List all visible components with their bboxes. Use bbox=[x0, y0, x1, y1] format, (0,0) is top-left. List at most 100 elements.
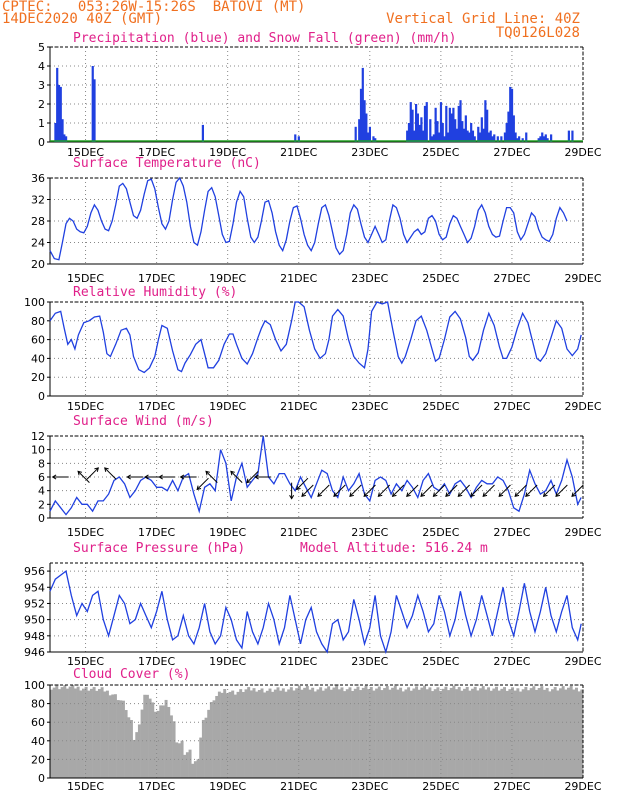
cloud-bar bbox=[52, 687, 56, 778]
cloud-bar bbox=[505, 690, 509, 778]
cloud-bar bbox=[50, 689, 53, 778]
cloud-bar bbox=[324, 688, 328, 778]
wind-arrow-shaft bbox=[317, 484, 330, 497]
cloud-bar bbox=[289, 687, 293, 778]
precip-bar bbox=[359, 88, 363, 142]
precip-bar bbox=[358, 119, 361, 142]
wind-arrow bbox=[301, 484, 314, 498]
wind-arrow-head bbox=[571, 492, 577, 498]
precip-bar bbox=[516, 138, 519, 142]
cloud-bar bbox=[375, 688, 379, 778]
cloud-bar bbox=[415, 686, 419, 778]
cloud-bar bbox=[567, 687, 570, 778]
precip-bar bbox=[537, 138, 540, 142]
precip-bar bbox=[542, 136, 546, 142]
cloud-bar bbox=[191, 763, 195, 778]
wind-arrow-head bbox=[246, 478, 251, 484]
precip-bar bbox=[441, 123, 444, 142]
x-tick-label: 19DEC bbox=[209, 526, 246, 539]
cloud-bar bbox=[199, 737, 203, 778]
cloud-bar bbox=[135, 732, 139, 778]
precip-bar bbox=[484, 100, 487, 142]
cloud-bar bbox=[252, 688, 256, 778]
y-tick-label: 1 bbox=[38, 117, 45, 130]
cloud-bar bbox=[151, 702, 155, 778]
cloud-bar bbox=[369, 687, 373, 778]
x-tick-label: 29DEC bbox=[564, 400, 601, 413]
x-tick-label: 15DEC bbox=[67, 526, 104, 539]
precip-bar bbox=[518, 136, 521, 142]
y-tick-label: 6 bbox=[38, 471, 45, 484]
wind-arrow-head bbox=[482, 492, 488, 498]
wind-arrow-shaft bbox=[196, 477, 209, 490]
precip-bar bbox=[434, 107, 437, 142]
wind-arrow bbox=[104, 467, 117, 480]
cloud-bar bbox=[297, 686, 301, 778]
wind-arrow-shaft bbox=[378, 484, 391, 497]
cloud-bar bbox=[561, 686, 565, 778]
cloud-bar bbox=[401, 691, 405, 778]
cloud-bar bbox=[495, 686, 499, 778]
precip-bar bbox=[452, 107, 455, 142]
y-tick-label: 20 bbox=[31, 753, 45, 766]
precip-bar bbox=[510, 88, 514, 142]
precip-bar bbox=[459, 100, 462, 142]
x-tick-label: 19DEC bbox=[209, 780, 246, 793]
cloud-bar bbox=[164, 699, 168, 778]
precip-bar bbox=[450, 113, 453, 142]
cloud-bar bbox=[153, 711, 157, 778]
precip-bar bbox=[539, 136, 542, 142]
wind-arrow-shaft bbox=[333, 484, 346, 497]
cloud-bar bbox=[63, 685, 67, 778]
precip-bar bbox=[496, 136, 499, 142]
y-tick-label: 948 bbox=[24, 630, 45, 643]
cloud-bar bbox=[129, 720, 133, 778]
cloud-bar bbox=[548, 691, 552, 778]
wind-arrow bbox=[571, 484, 584, 498]
cloud-bar bbox=[119, 700, 123, 778]
cloud-bar bbox=[433, 689, 437, 778]
precip-bar bbox=[464, 115, 467, 142]
chart-panel-5: Cloud Cover (%) 0 20 40 60 80 100 15DEC 17DEC 19D… bbox=[24, 667, 602, 793]
cloud-bar bbox=[468, 690, 472, 778]
cloud-bar bbox=[449, 687, 453, 778]
header-date: 14DEC2020 40Z (GMT) bbox=[2, 11, 163, 27]
wind-arrow-shaft bbox=[498, 484, 511, 497]
cloud-bar bbox=[460, 690, 464, 778]
precip-bar bbox=[473, 136, 476, 142]
wind-arrow-shaft bbox=[246, 470, 259, 484]
cloud-bar bbox=[215, 695, 219, 778]
cloud-bar bbox=[111, 694, 115, 778]
cloud-bar bbox=[484, 689, 488, 778]
cloud-bar bbox=[175, 742, 179, 778]
precip-bar bbox=[466, 130, 469, 142]
cloud-bar bbox=[185, 752, 189, 778]
cloud-bar bbox=[420, 687, 424, 778]
wind-arrow-head bbox=[179, 474, 185, 480]
wind-arrow-head bbox=[77, 470, 83, 476]
wind-arrow-shaft bbox=[555, 484, 568, 497]
wind-arrow bbox=[333, 484, 346, 498]
precip-bar bbox=[525, 132, 528, 142]
cloud-bar bbox=[553, 687, 557, 778]
x-tick-label: 27DEC bbox=[493, 400, 530, 413]
precip-bar bbox=[64, 136, 68, 142]
wind-arrow-head bbox=[317, 492, 322, 498]
wind-arrow-head bbox=[498, 492, 504, 498]
wind-arrow bbox=[514, 484, 527, 498]
wind-arrow-head bbox=[230, 470, 235, 476]
cloud-bar bbox=[81, 688, 85, 778]
x-tick-label: 25DEC bbox=[422, 272, 459, 285]
precip-bar bbox=[507, 111, 510, 142]
precip-bar bbox=[416, 113, 419, 142]
wind-arrow-head bbox=[391, 492, 397, 498]
y-tick-label: 956 bbox=[24, 565, 45, 578]
cloud-bar bbox=[103, 691, 107, 778]
wind-arrow bbox=[470, 484, 483, 498]
wind-arrow-shaft bbox=[571, 484, 584, 497]
y-tick-label: 28 bbox=[31, 215, 45, 228]
y-tick-label: 0 bbox=[38, 512, 45, 525]
cloud-bar bbox=[428, 687, 432, 778]
precip-bar bbox=[462, 128, 466, 142]
